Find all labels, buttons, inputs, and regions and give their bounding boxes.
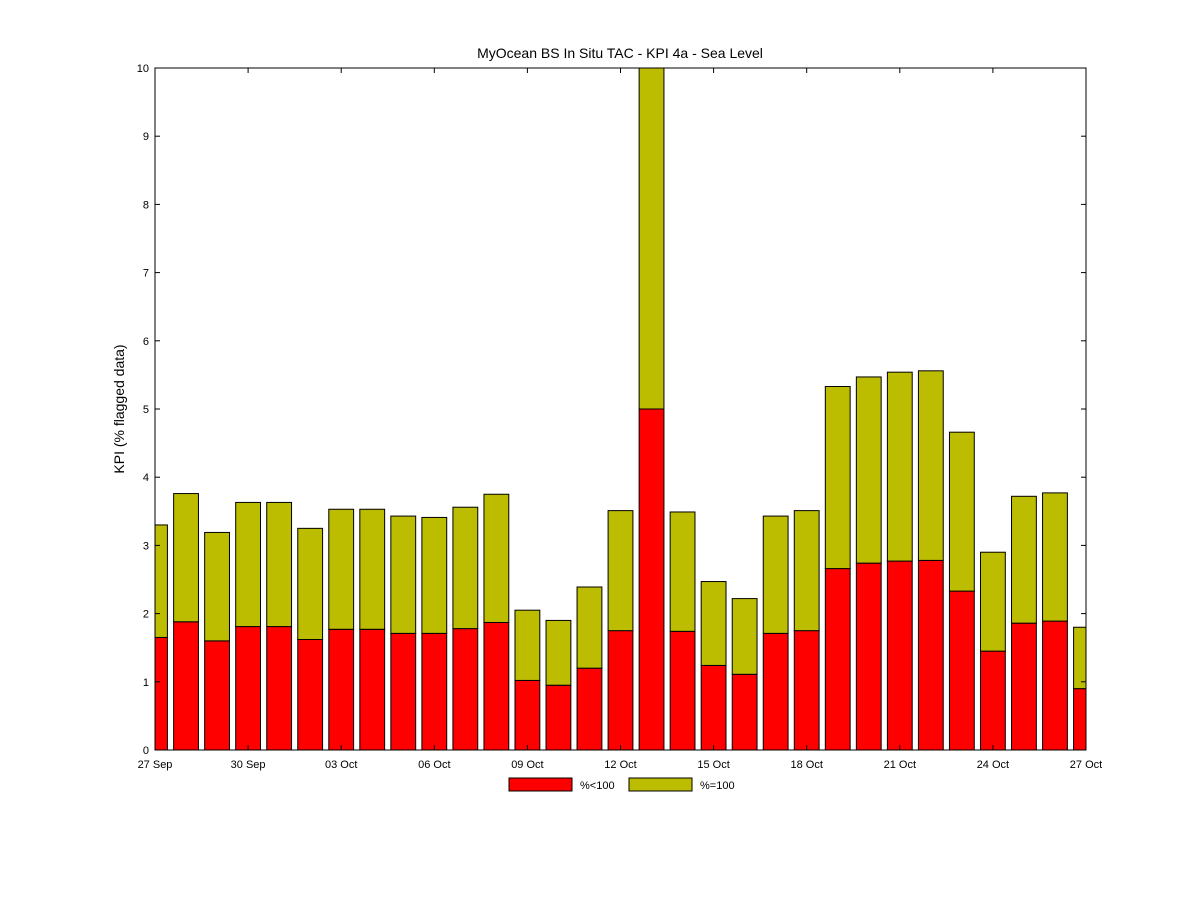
- bar-2012-10-01-series-1: [266, 501, 293, 628]
- bar-2012-10-03-series-1: [328, 508, 355, 630]
- y-tick-label: 8: [143, 199, 149, 211]
- x-axis: 27 Sep 30 Sep 03 Oct 06 Oct 09 Oct 12 Oct 15 O…: [138, 68, 1102, 771]
- x-tick-label: 12 Oct: [604, 759, 636, 771]
- x-tick-label: 15 Oct: [697, 759, 729, 771]
- y-tick-label: 4: [143, 472, 149, 484]
- bar-2012-10-21-series-1: [886, 371, 913, 562]
- bar-2012-10-26-series-0: [1042, 620, 1068, 750]
- bar-2012-09-29-series-1: [204, 531, 230, 642]
- x-tick-label: 30 Sep: [231, 759, 266, 771]
- y-axis: 0 1 2 3 4 5 6 7 8 9 10: [137, 63, 1086, 757]
- bar-2012-09-30-series-0: [235, 626, 262, 750]
- bar-2012-10-21-series-0: [886, 560, 913, 750]
- bar-2012-10-10-series-1: [545, 619, 572, 686]
- bar-2012-10-04-series-0: [359, 628, 386, 750]
- bar-2012-10-19-series-0: [824, 568, 851, 750]
- bar-2012-10-25-series-1: [1011, 495, 1037, 624]
- legend-label-0: %<100: [580, 780, 615, 792]
- bar-2012-10-05-series-0: [390, 632, 417, 750]
- bar-2012-09-29-series-0: [204, 640, 230, 750]
- bar-2012-10-11-series-0: [576, 667, 603, 750]
- bar-2012-10-14-series-1: [669, 511, 696, 632]
- bar-2012-10-17-series-1: [762, 515, 789, 634]
- bar-2012-10-05-series-1: [390, 515, 417, 634]
- x-tick-label: 21 Oct: [884, 759, 916, 771]
- legend-swatch-0: [508, 777, 573, 792]
- x-tick-label: 06 Oct: [418, 759, 450, 771]
- y-tick-label: 9: [143, 131, 149, 143]
- y-tick-label: 2: [143, 609, 149, 621]
- bar-2012-10-12-series-1: [607, 510, 634, 632]
- bar-2012-10-11-series-1: [576, 586, 603, 669]
- bar-2012-10-20-series-0: [855, 562, 882, 750]
- bar-2012-10-07-series-1: [452, 506, 479, 630]
- y-tick-label: 7: [143, 268, 149, 280]
- bar-2012-10-12-series-0: [607, 630, 634, 750]
- bar-2012-10-06-series-0: [421, 632, 448, 750]
- bar-2012-10-13-series-0: [638, 408, 665, 750]
- y-tick-label: 5: [143, 404, 149, 416]
- bar-2012-10-10-series-0: [545, 684, 572, 750]
- bar-2012-10-18-series-0: [793, 630, 820, 750]
- bar-2012-10-17-series-0: [762, 632, 789, 750]
- bar-2012-10-16-series-0: [731, 673, 758, 750]
- bar-2012-10-02-series-1: [297, 527, 324, 641]
- y-tick-label: 0: [143, 745, 149, 757]
- bar-2012-10-09-series-1: [514, 609, 541, 681]
- bar-2012-10-09-series-0: [514, 679, 541, 750]
- bar-2012-10-18-series-1: [793, 510, 820, 632]
- bar-2012-10-24-series-1: [979, 551, 1006, 652]
- bar-2012-10-27-series-1: [1073, 626, 1086, 690]
- bars: [155, 68, 1086, 750]
- legend-swatch-1: [628, 777, 693, 792]
- bar-2012-10-08-series-0: [483, 621, 510, 750]
- bar-2012-10-24-series-0: [979, 650, 1006, 750]
- bar-2012-09-28-series-0: [173, 621, 199, 750]
- y-tick-label: 6: [143, 336, 149, 348]
- y-tick-label: 10: [137, 63, 149, 75]
- bar-2012-10-07-series-0: [452, 628, 479, 750]
- legend-label-1: %=100: [700, 780, 735, 792]
- x-tick-label: 24 Oct: [977, 759, 1009, 771]
- bar-2012-10-27-series-0: [1073, 688, 1086, 750]
- legend: %<100 %=100: [508, 777, 735, 792]
- bar-2012-10-15-series-0: [700, 664, 727, 750]
- bar-2012-10-19-series-1: [824, 385, 851, 570]
- bar-2012-10-20-series-1: [855, 376, 882, 564]
- bar-2012-10-22-series-1: [917, 370, 944, 561]
- bar-2012-09-28-series-1: [173, 493, 199, 623]
- x-tick-label: 27 Sep: [138, 759, 173, 771]
- y-axis-label: KPI (% flagged data): [111, 344, 127, 473]
- bar-2012-10-15-series-1: [700, 581, 727, 666]
- bar-2012-10-14-series-0: [669, 630, 696, 750]
- x-tick-label: 03 Oct: [325, 759, 357, 771]
- x-tick-label: 27 Oct: [1070, 759, 1102, 771]
- chart-title: MyOcean BS In Situ TAC - KPI 4a - Sea Le…: [477, 45, 763, 61]
- y-tick-label: 1: [143, 677, 149, 689]
- bar-2012-10-16-series-1: [731, 598, 758, 675]
- x-tick-label: 09 Oct: [511, 759, 543, 771]
- bar-2012-10-06-series-1: [421, 516, 448, 634]
- bar-2012-10-22-series-0: [917, 559, 944, 750]
- bar-2012-10-02-series-0: [297, 639, 324, 750]
- bar-2012-10-01-series-0: [266, 626, 293, 750]
- bar-2012-10-23-series-1: [948, 431, 975, 592]
- bar-2012-10-25-series-0: [1011, 622, 1037, 750]
- bar-2012-10-08-series-1: [483, 493, 510, 623]
- y-tick-label: 3: [143, 540, 149, 552]
- bar-2012-10-23-series-0: [948, 590, 975, 750]
- bar-2012-09-30-series-1: [235, 501, 262, 628]
- bar-2012-10-13-series-1: [638, 68, 665, 410]
- x-tick-label: 18 Oct: [790, 759, 822, 771]
- bar-2012-10-26-series-1: [1042, 492, 1068, 622]
- bar-2012-10-04-series-1: [359, 508, 386, 630]
- bar-2012-10-03-series-0: [328, 628, 355, 750]
